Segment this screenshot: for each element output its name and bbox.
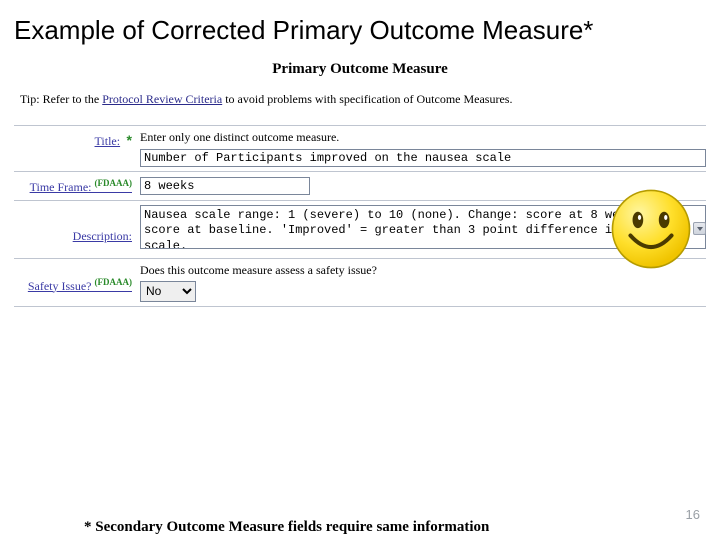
- timeframe-input[interactable]: [140, 177, 310, 195]
- label-cell: Safety Issue? (FDAAA): [14, 263, 132, 295]
- safety-select[interactable]: No: [140, 281, 196, 302]
- timeframe-label-text: Time Frame:: [30, 180, 92, 194]
- field-row-safety: Safety Issue? (FDAAA) Does this outcome …: [14, 258, 706, 307]
- safety-label[interactable]: Safety Issue? (FDAAA): [28, 279, 132, 293]
- field-body: Enter only one distinct outcome measure.: [140, 130, 706, 167]
- tip-prefix: Tip: Refer to the: [20, 92, 102, 106]
- timeframe-label[interactable]: Time Frame: (FDAAA): [30, 180, 132, 194]
- tip-row: Tip: Refer to the Protocol Review Criter…: [20, 92, 706, 107]
- required-star: *: [127, 132, 132, 148]
- smiley-icon: [610, 188, 692, 270]
- title-hint: Enter only one distinct outcome measure.: [140, 130, 706, 145]
- scroll-down-icon[interactable]: [693, 222, 706, 235]
- title-label[interactable]: Title:: [95, 134, 121, 148]
- slide-title: Example of Corrected Primary Outcome Mea…: [14, 14, 706, 47]
- form-section-title: Primary Outcome Measure: [14, 61, 706, 78]
- label-cell: Title: *: [14, 130, 132, 150]
- tip-suffix: to avoid problems with specification of …: [222, 92, 512, 106]
- label-cell: Description:: [14, 205, 132, 245]
- form-primary-outcome: Primary Outcome Measure Tip: Refer to th…: [14, 61, 706, 307]
- safety-label-text: Safety Issue?: [28, 279, 92, 293]
- slide-number: 16: [686, 507, 700, 522]
- smiley-svg: [610, 188, 692, 270]
- slide-footnote: * Secondary Outcome Measure fields requi…: [84, 519, 489, 536]
- field-row-title: Title: * Enter only one distinct outcome…: [14, 125, 706, 171]
- field-row-description: Description:: [14, 200, 706, 258]
- description-label[interactable]: Description:: [73, 229, 132, 243]
- title-input[interactable]: [140, 149, 706, 167]
- timeframe-sup: (FDAAA): [95, 178, 133, 188]
- label-cell: Time Frame: (FDAAA): [14, 176, 132, 196]
- safety-sup: (FDAAA): [95, 277, 133, 287]
- protocol-review-criteria-link[interactable]: Protocol Review Criteria: [102, 92, 222, 106]
- slide: Example of Corrected Primary Outcome Mea…: [0, 0, 720, 540]
- field-row-timeframe: Time Frame: (FDAAA): [14, 171, 706, 200]
